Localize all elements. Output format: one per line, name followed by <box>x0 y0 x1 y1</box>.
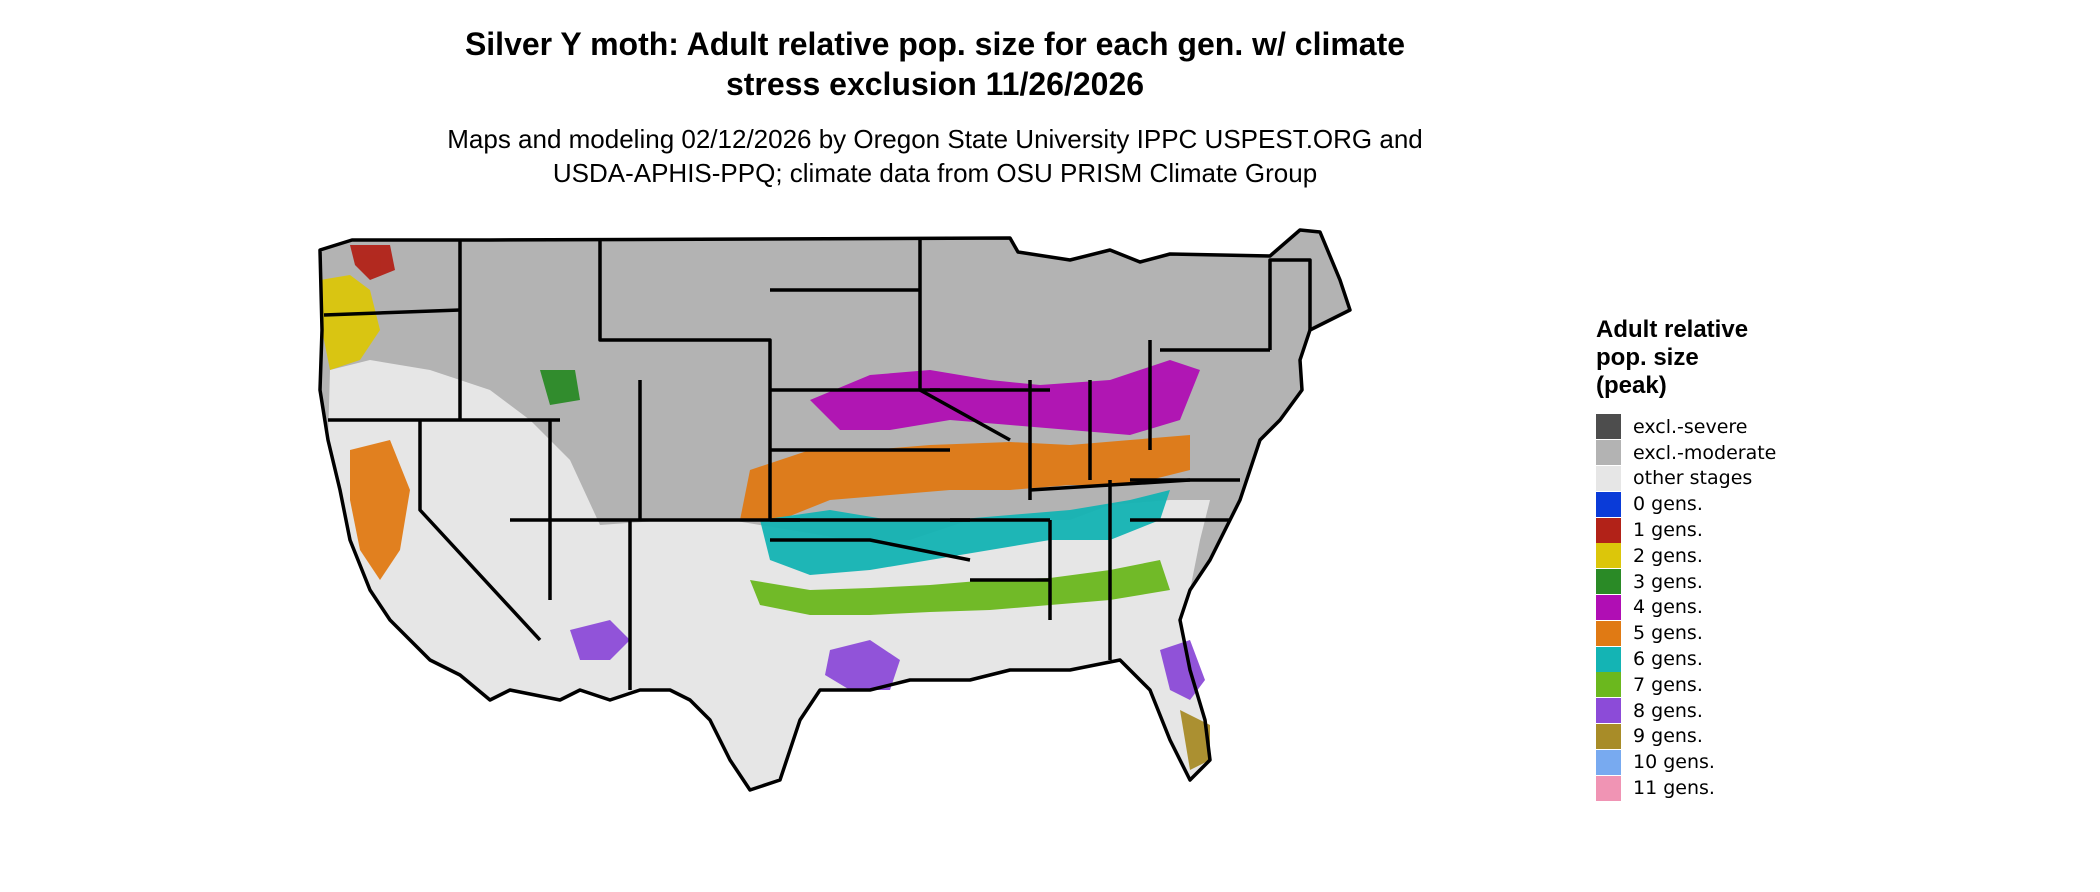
map-subtitle-line-2: USDA-APHIS-PPQ; climate data from OSU PR… <box>552 158 1318 188</box>
legend-item: 3 gens. <box>1596 569 1896 595</box>
legend-swatch <box>1596 594 1621 620</box>
legend-swatch <box>1596 440 1621 466</box>
legend-label: 10 gens. <box>1633 751 1715 774</box>
border-mn-wi <box>918 238 1011 442</box>
legend-label: 8 gens. <box>1633 699 1703 722</box>
legend-title: Adult relative pop. size (peak) <box>1596 316 1896 400</box>
legend-item: excl.-severe <box>1596 414 1896 440</box>
legend-swatch <box>1596 749 1621 775</box>
legend-item: 4 gens. <box>1596 594 1896 621</box>
map-base <box>320 230 1350 790</box>
map-title-line-1: Silver Y moth: Adult relative pop. size … <box>464 26 1406 62</box>
legend-swatch <box>1596 672 1621 698</box>
legend-item: 1 gens. <box>1596 517 1896 543</box>
legend-label: 4 gens. <box>1633 596 1703 619</box>
legend-label: 5 gens. <box>1633 622 1703 645</box>
legend-item: 11 gens. <box>1596 775 1896 801</box>
border-wa-or <box>323 308 461 317</box>
map-subtitle: Maps and modeling 02/12/2026 by Oregon S… <box>0 122 1870 190</box>
map-title: Silver Y moth: Adult relative pop. size … <box>0 24 1870 104</box>
legend-swatch <box>1596 491 1621 517</box>
state-boundaries <box>318 228 1352 792</box>
legend-label: excl.-severe <box>1633 415 1748 438</box>
legend-swatch <box>1596 465 1621 491</box>
legend-label: 6 gens. <box>1633 648 1703 671</box>
legend-label: 1 gens. <box>1633 519 1703 542</box>
legend-item: 5 gens. <box>1596 620 1896 646</box>
legend-swatch <box>1596 414 1621 440</box>
band-9-gens-florida <box>1180 710 1210 770</box>
legend-swatch <box>1596 517 1621 543</box>
legend-item: 6 gens. <box>1596 646 1896 672</box>
legend-item: excl.-moderate <box>1596 440 1896 466</box>
band-2-gens-west <box>320 275 380 370</box>
border-ca-nv <box>418 420 542 642</box>
legend-label: 3 gens. <box>1633 570 1703 593</box>
map-subtitle-line-1: Maps and modeling 02/12/2026 by Oregon S… <box>447 124 1423 154</box>
band-6-gens <box>760 490 1170 575</box>
border-wy-mt <box>598 240 772 520</box>
band-3-gens-west <box>540 370 580 405</box>
legend-swatch <box>1596 620 1621 646</box>
legend-item: other stages <box>1596 465 1896 492</box>
legend-item: 0 gens. <box>1596 491 1896 517</box>
legend-swatch <box>1596 698 1621 724</box>
band-8-gens-southwest <box>570 620 630 660</box>
border-ok-tx <box>770 538 971 562</box>
legend-items: excl.-severe excl.-moderate other stages 0 … <box>1596 414 1896 801</box>
legend-swatch <box>1596 543 1621 569</box>
legend-item: 2 gens. <box>1596 543 1896 569</box>
legend-label: 2 gens. <box>1633 544 1703 567</box>
legend-label: 0 gens. <box>1633 493 1703 516</box>
legend-title-line-3: (peak) <box>1596 372 1667 399</box>
legend-swatch <box>1596 723 1621 749</box>
legend-label: 7 gens. <box>1633 673 1703 696</box>
legend-label: excl.-moderate <box>1633 441 1777 464</box>
us-generations-map <box>318 228 1352 792</box>
legend-swatch <box>1596 569 1621 595</box>
band-5-gens-west <box>350 440 410 580</box>
legend-title-line-1: Adult relative <box>1596 316 1749 343</box>
legend-item: 7 gens. <box>1596 672 1896 698</box>
map-legend: Adult relative pop. size (peak) excl.-se… <box>1596 316 1896 801</box>
legend-label: other stages <box>1633 467 1753 490</box>
band-7-gens <box>750 560 1170 615</box>
band-8-gens-texas <box>825 640 900 690</box>
band-4-gens-north <box>810 360 1200 435</box>
legend-item: 8 gens. <box>1596 698 1896 724</box>
border-new-england <box>1268 258 1312 350</box>
band-5-gens <box>740 435 1190 520</box>
legend-title-line-2: pop. size <box>1596 344 1699 371</box>
legend-item: 9 gens. <box>1596 723 1896 750</box>
generation-bands <box>320 245 1210 770</box>
map-title-line-2: stress exclusion 11/26/2026 <box>725 66 1145 102</box>
legend-label: 11 gens. <box>1633 777 1715 800</box>
us-outline <box>318 228 1352 792</box>
legend-label: 9 gens. <box>1633 725 1703 748</box>
legend-swatch <box>1596 775 1621 801</box>
band-1-gens-west <box>350 245 395 280</box>
legend-swatch <box>1596 646 1621 672</box>
legend-item: 10 gens. <box>1596 749 1896 775</box>
